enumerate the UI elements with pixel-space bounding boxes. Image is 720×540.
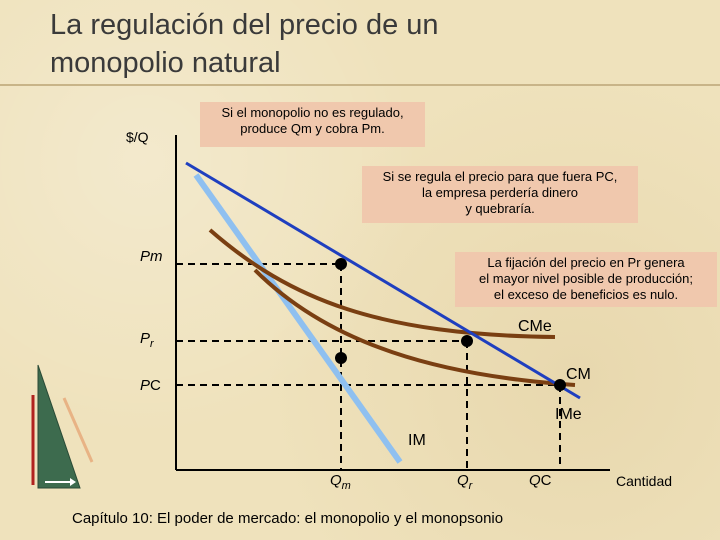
y-tick-pm: Pm xyxy=(140,248,163,265)
note-regulated-r: La fijación del precio en Pr genera el m… xyxy=(455,252,717,307)
y-tick-pr: Pr xyxy=(140,330,154,350)
triangle-ruler-decoration-icon xyxy=(31,364,94,489)
note-regulated-c: Si se regula el precio para que fuera PC… xyxy=(362,166,638,223)
label-cm: CM xyxy=(566,366,591,383)
x-tick-qr: Qr xyxy=(457,472,473,492)
point-monopoly xyxy=(335,258,347,270)
slide-title: La regulación del precio de un monopolio… xyxy=(50,6,610,82)
point-regulated-r xyxy=(461,335,473,347)
x-axis-label: Cantidad xyxy=(616,473,673,489)
label-cme: CMe xyxy=(518,318,552,335)
marginal-cost-curve xyxy=(253,268,576,387)
title-line-1: La regulación del precio de un xyxy=(50,9,439,41)
title-line-2: monopolio natural xyxy=(50,47,281,79)
x-tick-qc: QC xyxy=(529,472,552,489)
point-regulated-c xyxy=(554,379,566,391)
y-axis-label: $/Q xyxy=(126,129,149,145)
note-unregulated: Si el monopolio no es regulado, produce … xyxy=(200,102,425,147)
average-cost-curve xyxy=(208,228,556,339)
marginal-revenue-line xyxy=(193,173,403,464)
demand-line xyxy=(185,161,581,400)
point-mc-intersection xyxy=(335,352,347,364)
slide-footer: Capítulo 10: El poder de mercado: el mon… xyxy=(72,510,504,527)
label-im: IM xyxy=(408,432,426,449)
x-tick-qm: Qm xyxy=(330,472,351,492)
title-divider xyxy=(0,84,720,86)
y-tick-pc: PC xyxy=(140,377,161,394)
label-ime: IMe xyxy=(555,406,582,423)
